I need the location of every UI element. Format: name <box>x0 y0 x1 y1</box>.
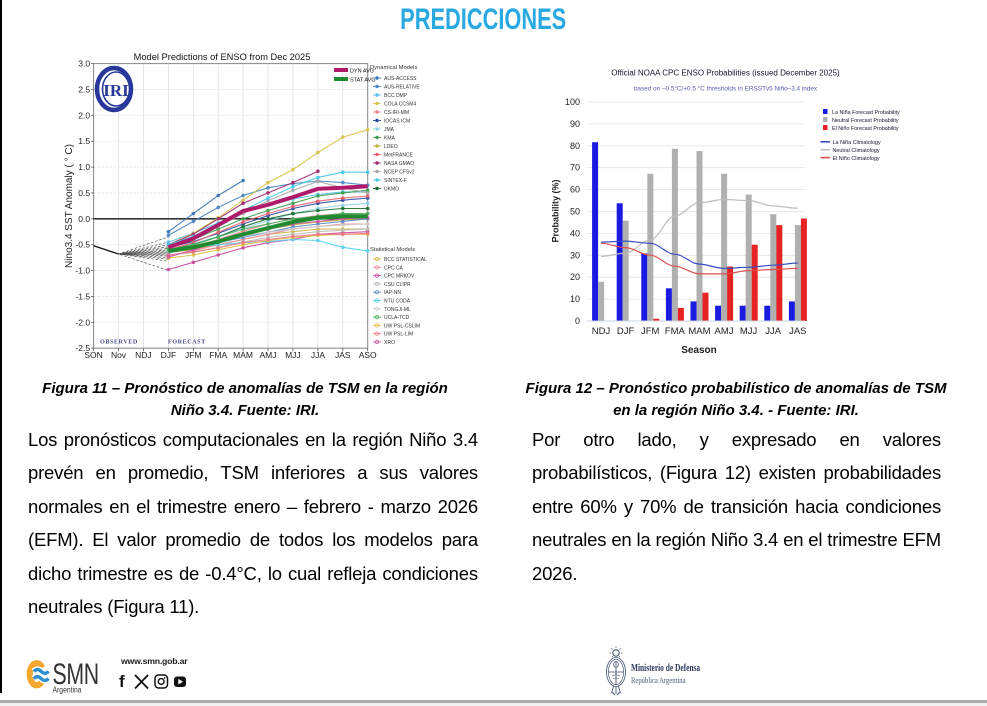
svg-text:80: 80 <box>570 141 580 151</box>
svg-text:DJF: DJF <box>617 326 635 337</box>
svg-text:FORECAST: FORECAST <box>168 339 206 346</box>
svg-text:La Niña Forecast Probability: La Niña Forecast Probability <box>832 110 900 116</box>
svg-text:JMA: JMA <box>384 127 395 133</box>
svg-text:UCLA-TCD: UCLA-TCD <box>384 315 410 321</box>
svg-text:Nov: Nov <box>111 350 127 360</box>
svg-text:Probability (%): Probability (%) <box>551 179 561 242</box>
svg-text:-0.5: -0.5 <box>75 240 90 250</box>
svg-text:UKMO: UKMO <box>384 187 399 193</box>
svg-text:MAM: MAM <box>688 326 710 337</box>
svg-text:NTU CODA: NTU CODA <box>384 299 411 305</box>
svg-text:2.0: 2.0 <box>78 110 90 120</box>
svg-text:CPC CA: CPC CA <box>384 265 404 271</box>
svg-text:KMA: KMA <box>384 136 396 142</box>
svg-text:CSU CLIPR: CSU CLIPR <box>384 282 411 288</box>
svg-text:1.0: 1.0 <box>78 162 90 172</box>
svg-text:Neutral Forecast Probability: Neutral Forecast Probability <box>832 118 899 124</box>
svg-text:100: 100 <box>565 97 580 107</box>
svg-text:50: 50 <box>570 207 580 217</box>
svg-text:30: 30 <box>570 250 580 260</box>
svg-text:DJF: DJF <box>161 350 177 360</box>
svg-text:AUS-RELATIVE: AUS-RELATIVE <box>384 85 420 91</box>
svg-text:DYN AVG: DYN AVG <box>350 69 374 75</box>
svg-text:IAP-NN: IAP-NN <box>384 290 401 296</box>
svg-text:70: 70 <box>570 163 580 173</box>
svg-text:BCC STATISTICAL: BCC STATISTICAL <box>384 257 427 263</box>
svg-text:60: 60 <box>570 185 580 195</box>
svg-text:JFM: JFM <box>185 350 202 360</box>
svg-text:Argentina: Argentina <box>53 685 83 695</box>
svg-text:COLA CCSM4: COLA CCSM4 <box>384 102 416 108</box>
svg-text:Official NOAA CPC ENSO Probabi: Official NOAA CPC ENSO Probabilities (is… <box>611 69 840 78</box>
svg-text:Season: Season <box>681 345 717 356</box>
svg-text:MJJ: MJJ <box>740 326 758 337</box>
svg-text:SMN: SMN <box>53 656 99 691</box>
svg-text:JAS: JAS <box>335 350 351 360</box>
svg-text:NDJ: NDJ <box>592 326 611 337</box>
svg-text:UW PSL-LIM: UW PSL-LIM <box>384 332 413 338</box>
svg-text:Neutral Climatology: Neutral Climatology <box>833 148 880 154</box>
svg-text:TONGJI-ML: TONGJI-ML <box>384 307 411 313</box>
svg-text:Nino3.4 SST Anomaly ( ° C): Nino3.4 SST Anomaly ( ° C) <box>64 144 75 268</box>
svg-text:OBSERVED: OBSERVED <box>100 339 138 346</box>
svg-text:MetFRANCE: MetFRANCE <box>384 153 414 159</box>
svg-text:STAT AVG: STAT AVG <box>350 78 376 84</box>
svg-text:ASO: ASO <box>359 350 377 360</box>
svg-text:-1.5: -1.5 <box>75 291 90 301</box>
svg-text:-1.0: -1.0 <box>75 266 90 276</box>
svg-text:Dynamical Models: Dynamical Models <box>370 65 417 71</box>
svg-text:MAM: MAM <box>233 350 253 360</box>
svg-text:MJJ: MJJ <box>285 350 301 360</box>
svg-text:JFM: JFM <box>641 326 660 337</box>
svg-text:NASA GMAO: NASA GMAO <box>384 161 414 167</box>
svg-text:CS-IRI-MM: CS-IRI-MM <box>384 110 409 116</box>
svg-text:-2.0: -2.0 <box>75 317 90 327</box>
svg-text:f: f <box>119 672 125 690</box>
svg-text:La Niña Climatology: La Niña Climatology <box>833 140 882 146</box>
svg-text:SINTEX-F: SINTEX-F <box>384 178 407 184</box>
svg-text:FMA: FMA <box>209 350 227 360</box>
svg-text:AUS-ACCESS: AUS-ACCESS <box>384 76 417 82</box>
svg-text:FMA: FMA <box>665 326 686 337</box>
svg-text:XRO: XRO <box>384 340 395 346</box>
svg-text:JJA: JJA <box>765 326 782 337</box>
svg-text:SON: SON <box>84 350 102 360</box>
svg-text:0.0: 0.0 <box>78 214 90 224</box>
svg-text:IRI: IRI <box>103 81 129 100</box>
svg-text:JJA: JJA <box>311 350 326 360</box>
svg-text:NDJ: NDJ <box>135 350 152 360</box>
svg-text:2.5: 2.5 <box>78 85 90 95</box>
svg-text:1.5: 1.5 <box>78 136 90 146</box>
svg-text:90: 90 <box>570 119 580 129</box>
svg-text:-2.5: -2.5 <box>75 343 90 353</box>
svg-text:AMJ: AMJ <box>715 326 734 337</box>
svg-text:CPC MRKOV: CPC MRKOV <box>384 274 415 280</box>
svg-text:0: 0 <box>575 316 580 326</box>
svg-text:LDEO: LDEO <box>384 144 398 150</box>
svg-text:based on –0.5°C/+0.5 °C thresh: based on –0.5°C/+0.5 °C thresholds in ER… <box>634 85 818 93</box>
svg-text:3.0: 3.0 <box>78 59 90 69</box>
svg-text:JAS: JAS <box>789 326 806 337</box>
svg-text:0.5: 0.5 <box>78 188 90 198</box>
svg-text:AMJ: AMJ <box>260 350 277 360</box>
svg-text:20: 20 <box>570 272 580 282</box>
svg-text:BCC DMP: BCC DMP <box>384 93 408 99</box>
svg-text:10: 10 <box>570 294 580 304</box>
svg-text:NCEP CFSv2: NCEP CFSv2 <box>384 170 415 176</box>
svg-text:40: 40 <box>570 228 580 238</box>
svg-text:El Niño Forecast Probability: El Niño Forecast Probability <box>832 126 899 132</box>
svg-text:El Niño Climatology: El Niño Climatology <box>833 156 880 162</box>
svg-text:Statistical Models: Statistical Models <box>370 247 415 253</box>
svg-text:Model Predictions of ENSO from: Model Predictions of ENSO from Dec 2025 <box>134 52 311 62</box>
svg-text:IOCAS ICM: IOCAS ICM <box>384 119 410 125</box>
svg-text:UW PSL-CSLIM: UW PSL-CSLIM <box>384 323 420 329</box>
